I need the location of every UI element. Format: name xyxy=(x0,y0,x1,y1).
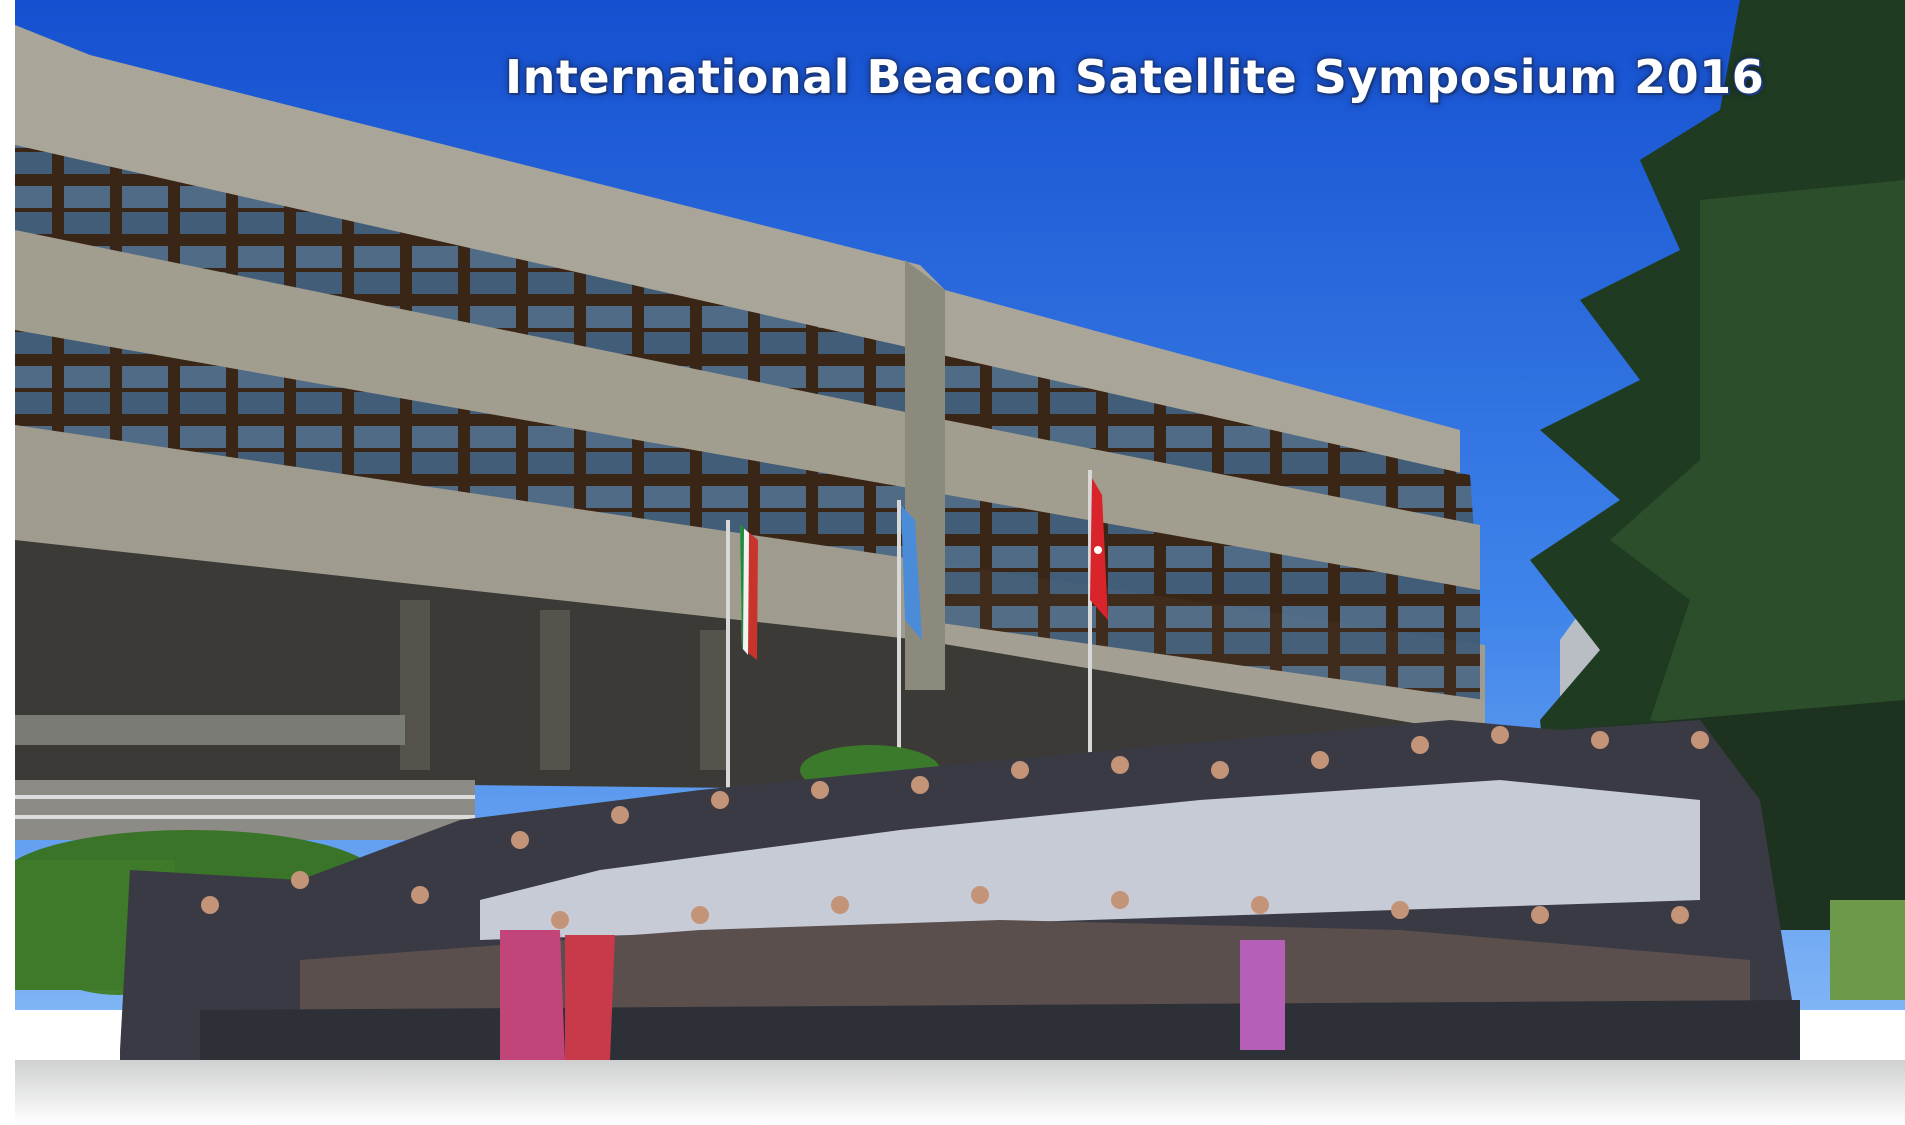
photo-caption: International Beacon Satellite Symposium… xyxy=(505,50,1765,104)
main-building xyxy=(15,25,1485,790)
turkey-flag-icon xyxy=(1090,478,1108,620)
un-flag-icon xyxy=(901,505,922,640)
flags xyxy=(726,470,1108,790)
italy-flag-icon xyxy=(740,525,758,660)
ground xyxy=(15,1060,1905,1125)
terrace xyxy=(15,715,475,840)
frame-left xyxy=(0,0,15,1125)
